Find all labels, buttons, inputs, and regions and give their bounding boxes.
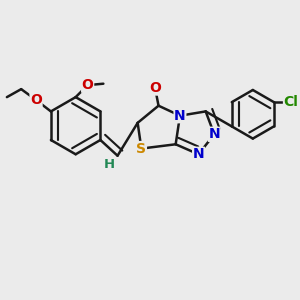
Text: S: S <box>136 142 146 156</box>
Text: H: H <box>104 158 115 171</box>
Text: O: O <box>149 81 161 95</box>
Text: O: O <box>82 78 94 92</box>
Text: Cl: Cl <box>284 95 298 109</box>
Text: N: N <box>208 127 220 141</box>
Text: O: O <box>30 93 42 107</box>
Text: N: N <box>193 147 204 161</box>
Text: N: N <box>174 109 186 123</box>
